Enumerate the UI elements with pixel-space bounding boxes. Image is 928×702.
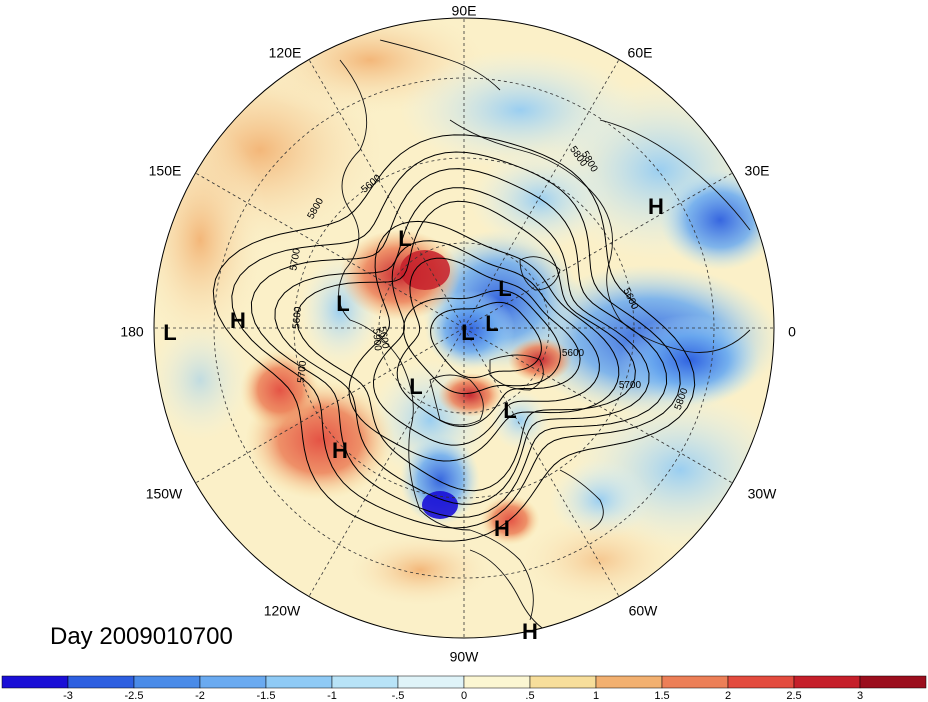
- contour-line: [274, 187, 650, 505]
- colorbar-swatch: [727, 675, 795, 689]
- colorbar-tick-label: 3: [857, 690, 863, 702]
- low-marker: L: [485, 311, 498, 336]
- contour-line: [212, 134, 696, 542]
- longitude-label: 0: [788, 324, 796, 340]
- low-marker: L: [336, 291, 349, 316]
- colorbar-tick-label: 1.5: [654, 690, 669, 702]
- colorbar-swatch: [661, 675, 729, 689]
- colorbar-swatch: [595, 675, 663, 689]
- contour-line: [231, 151, 681, 529]
- low-marker: L: [503, 398, 516, 423]
- map-boundary: [153, 17, 775, 639]
- colorbar-swatch: [199, 675, 267, 689]
- contour-line: [372, 240, 600, 446]
- contour-label: 5600: [291, 306, 304, 330]
- contour-label: 5900: [370, 328, 383, 352]
- longitude-label: 120E: [269, 45, 302, 61]
- colorbar-swatch: [397, 675, 465, 689]
- low-marker: L: [398, 226, 411, 251]
- contour-line: [403, 289, 561, 395]
- low-marker: L: [498, 276, 511, 301]
- longitude-label: 30W: [748, 486, 778, 502]
- colorbar-swatch: [331, 675, 399, 689]
- contour-label: 5700: [296, 360, 309, 384]
- colorbar-tick-label: .5: [525, 690, 534, 702]
- colorbar-swatch: [529, 675, 597, 689]
- low-marker: L: [409, 374, 422, 399]
- high-marker: H: [648, 194, 664, 219]
- height-contours: [212, 134, 696, 542]
- meridian-line: [195, 172, 465, 329]
- colorbar-swatch: [859, 675, 927, 689]
- longitude-label: 30E: [745, 163, 770, 179]
- longitude-label: 180: [120, 324, 144, 340]
- meridian-line: [308, 327, 465, 597]
- contour-label: 5700: [288, 247, 303, 271]
- longitude-label: 120W: [264, 603, 301, 619]
- high-marker: H: [494, 516, 510, 541]
- colorbar-tick-label: -1: [327, 690, 337, 702]
- colorbar-swatch: [67, 675, 135, 689]
- high-marker: H: [522, 619, 538, 644]
- longitude-label: 90W: [450, 649, 480, 665]
- longitude-label: 60W: [629, 603, 659, 619]
- low-marker: L: [461, 320, 474, 345]
- longitude-label: 90E: [452, 3, 477, 19]
- colorbar-tick-label: -3: [63, 690, 73, 702]
- high-marker: H: [332, 438, 348, 463]
- low-marker: L: [163, 320, 176, 345]
- colorbar-tick-label: -2: [195, 690, 205, 702]
- contour-line: [348, 220, 620, 462]
- day-label: Day 2009010700: [50, 623, 233, 650]
- longitude-labels: 90E 60E 30E 0 30W 60W 90W 120W 150W 180 150E 120E: [120, 3, 796, 665]
- contour-label: 5600: [376, 326, 391, 350]
- contour-label: 5700: [619, 380, 642, 391]
- high-marker: H: [230, 308, 246, 333]
- colorbar-swatch: [463, 675, 531, 689]
- anomaly-field: [154, 18, 774, 638]
- longitude-label: 150W: [146, 486, 183, 502]
- contour-label: 5600: [562, 348, 585, 359]
- colorbar-swatch: [793, 675, 861, 689]
- colorbar-swatch: [265, 675, 333, 689]
- meridian-line: [463, 327, 733, 484]
- colorbar-swatch: [1, 675, 69, 689]
- meridian-line: [463, 327, 620, 597]
- contour-line: [430, 301, 542, 379]
- colorbar-swatch: [133, 675, 201, 689]
- colorbar-tick-label: 1: [593, 690, 599, 702]
- latitude-circle: [213, 77, 715, 579]
- coastlines: [338, 39, 751, 631]
- colorbar-tick-label: -1.5: [257, 690, 276, 702]
- meridian-line: [463, 172, 733, 329]
- colorbar: -3 -2.5 -2 -1.5 -1 -.5 0 .5 1 1.5 2 2.5 3: [1, 675, 927, 702]
- contour-line: [396, 257, 581, 428]
- colorbar-tick-label: 0: [461, 690, 467, 702]
- colorbar-tick-label: -.5: [392, 690, 405, 702]
- colorbar-tick-label: 2.5: [786, 690, 801, 702]
- meridian-line: [308, 59, 465, 329]
- contour-line: [296, 200, 636, 492]
- longitude-label: 60E: [628, 45, 653, 61]
- colorbar-tick-label: 2: [725, 690, 731, 702]
- longitude-label: 150E: [149, 163, 182, 179]
- meridian-line: [463, 59, 620, 329]
- meridian-line: [195, 327, 465, 484]
- colorbar-tick-label: -2.5: [125, 690, 144, 702]
- contour-line: [250, 168, 668, 518]
- graticule: [154, 18, 774, 638]
